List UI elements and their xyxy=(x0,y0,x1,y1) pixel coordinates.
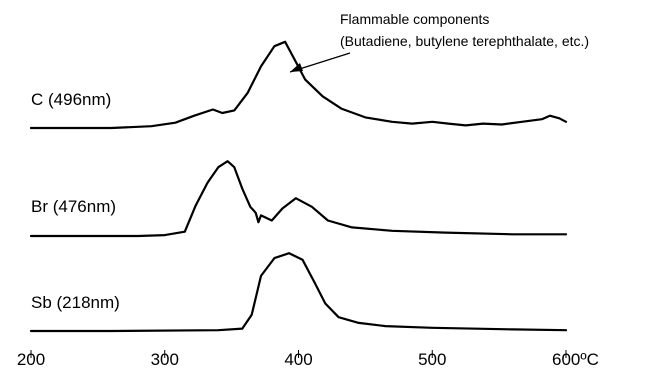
series-line-2 xyxy=(29,160,568,238)
series-labels-group: C (496nm) Br (476nm) Sb (218nm) xyxy=(31,90,120,312)
x-tick-label-200: 200 xyxy=(17,350,45,369)
series-label-3: Sb (218nm) xyxy=(31,293,120,312)
series-line-3 xyxy=(29,252,568,333)
traces-group xyxy=(29,40,568,333)
annotation-arrowhead xyxy=(290,63,303,72)
series-label-2: Br (476nm) xyxy=(31,197,116,216)
annotation-group: Flammable components (Butadiene, butylen… xyxy=(289,11,589,73)
x-tick-label-500: 500 xyxy=(418,350,446,369)
x-axis: 200 300 400 500 600ºC xyxy=(17,350,599,369)
annotation-line-1: Flammable components xyxy=(340,11,489,27)
series-line-1 xyxy=(29,40,568,130)
series-label-1: C (496nm) xyxy=(31,90,111,109)
annotation-line-2: (Butadiene, butylene terephthalate, etc.… xyxy=(340,33,589,49)
x-tick-label-600: 600ºC xyxy=(552,350,599,369)
x-tick-label-400: 400 xyxy=(284,350,312,369)
x-tick-label-300: 300 xyxy=(151,350,179,369)
